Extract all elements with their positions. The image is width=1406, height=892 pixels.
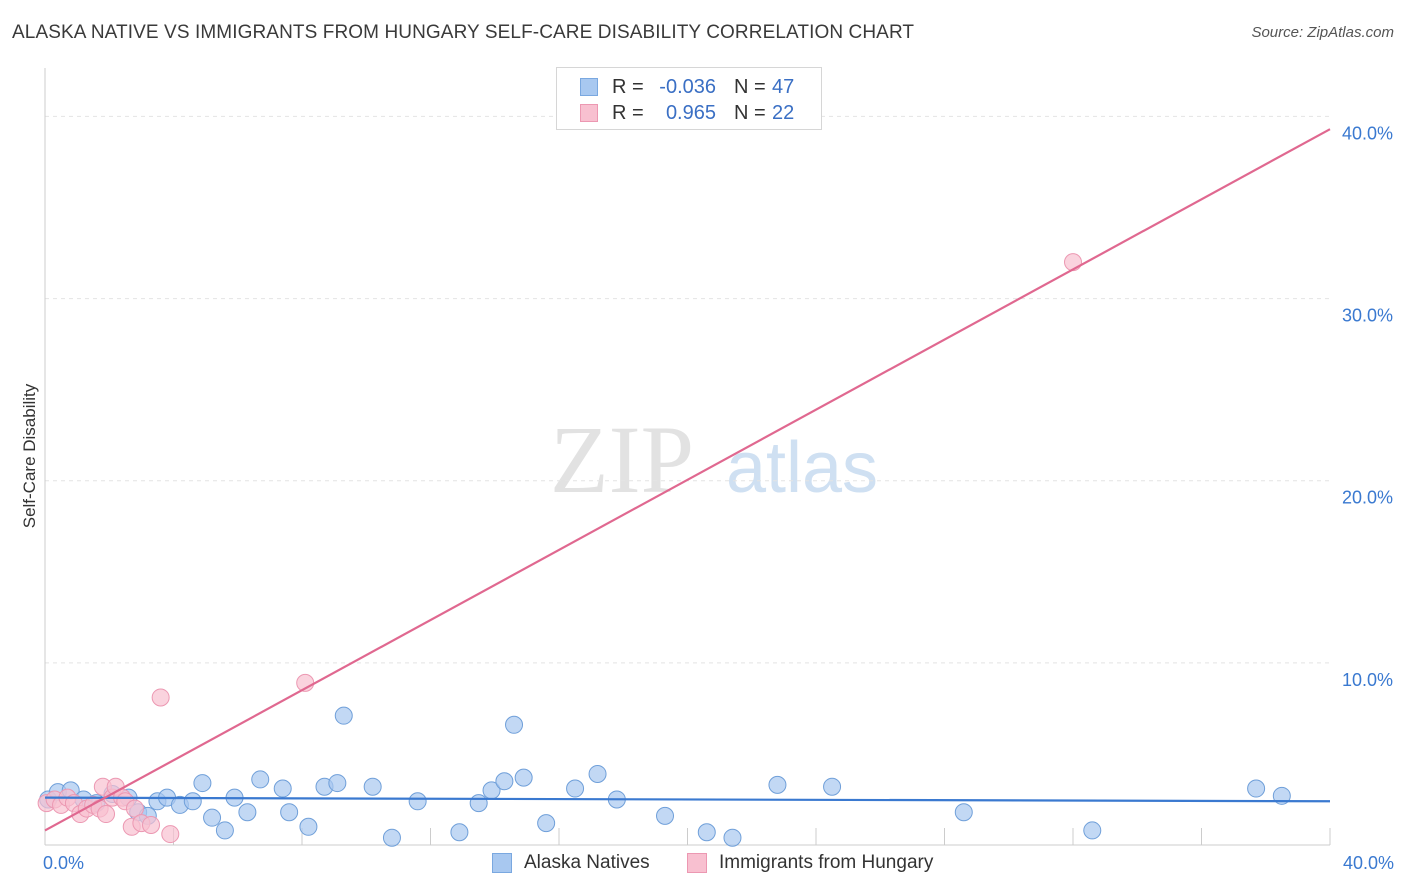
data-point-alaska: [450, 823, 469, 842]
data-point-alaska: [215, 821, 234, 840]
data-point-alaska: [299, 817, 318, 836]
data-point-alaska: [280, 803, 299, 822]
data-point-alaska: [588, 764, 607, 783]
data-point-alaska: [566, 779, 585, 798]
data-point-alaska: [382, 828, 401, 847]
legend-row-hungary: R = 0.965 N = 22: [580, 100, 795, 126]
y-tick-label: 10.0%: [1342, 670, 1393, 690]
watermark-zip: ZIP: [550, 406, 694, 513]
data-point-alaska: [1083, 821, 1102, 840]
legend-swatch-alaska: [580, 78, 598, 96]
data-point-alaska: [334, 706, 353, 725]
legend-n-value: 22: [772, 101, 795, 124]
chart-title: ALASKA NATIVE VS IMMIGRANTS FROM HUNGARY…: [12, 22, 915, 43]
data-point-hungary: [1064, 253, 1082, 272]
y-tick-label: 40.0%: [1342, 123, 1393, 143]
legend-r-value: 0.965: [665, 101, 716, 124]
legend-row-alaska: R = -0.036 N = 47: [580, 74, 795, 100]
data-point-alaska: [954, 803, 973, 822]
data-point-alaska: [537, 814, 556, 833]
source-label: Source: ZipAtlas.com: [1251, 24, 1394, 41]
series-legend-label-hungary: Immigrants from Hungary: [719, 852, 934, 873]
data-point-alaska: [238, 803, 257, 822]
data-point-alaska: [469, 794, 488, 813]
data-point-alaska: [408, 792, 427, 811]
x-tick-label: 0.0%: [43, 853, 84, 873]
correlation-legend: R = -0.036 N = 47 R = 0.965 N = 22: [556, 67, 822, 130]
legend-r-value: -0.036: [659, 75, 716, 98]
series-legend-label-alaska: Alaska Natives: [524, 852, 650, 873]
data-point-alaska: [328, 774, 347, 793]
data-point-alaska: [363, 777, 382, 796]
data-point-alaska: [203, 808, 222, 827]
data-point-alaska: [1247, 779, 1266, 798]
data-point-alaska: [505, 715, 524, 734]
data-point-hungary: [97, 805, 116, 824]
legend-n-value: 47: [772, 75, 795, 98]
series-legend-swatch-alaska: [492, 853, 512, 873]
legend-r-label: R =: [612, 75, 644, 98]
trend-line-alaska: [44, 796, 1331, 803]
legend-swatch-hungary: [580, 104, 598, 122]
data-point-hungary: [151, 688, 170, 707]
x-tick-label: 40.0%: [1343, 853, 1394, 873]
data-point-hungary: [142, 815, 161, 834]
data-point-alaska: [768, 775, 787, 794]
data-point-alaska: [823, 777, 842, 796]
y-tick-label: 20.0%: [1342, 488, 1393, 508]
data-point-hungary: [161, 825, 180, 844]
series-legend: Alaska Natives Immigrants from Hungary: [0, 852, 1406, 878]
data-point-alaska: [251, 770, 270, 789]
data-point-alaska: [193, 774, 212, 793]
legend-n-label: N =: [734, 75, 766, 98]
watermark-atlas: atlas: [726, 428, 878, 508]
data-point-alaska: [273, 779, 292, 798]
legend-r-label: R =: [612, 101, 644, 124]
data-point-alaska: [723, 828, 742, 847]
data-point-alaska: [495, 772, 514, 791]
data-point-alaska: [697, 823, 716, 842]
trend-line-hungary: [44, 128, 1331, 832]
data-point-alaska: [656, 806, 675, 825]
y-axis-label: Self-Care Disability: [20, 383, 39, 529]
series-legend-hungary[interactable]: Immigrants from Hungary: [687, 852, 933, 874]
y-tick-label: 30.0%: [1342, 306, 1393, 326]
data-point-alaska: [514, 768, 533, 787]
series-legend-swatch-hungary: [687, 853, 707, 873]
data-point-alaska: [183, 792, 202, 811]
series-legend-alaska[interactable]: Alaska Natives: [492, 852, 650, 874]
legend-n-label: N =: [734, 101, 766, 124]
